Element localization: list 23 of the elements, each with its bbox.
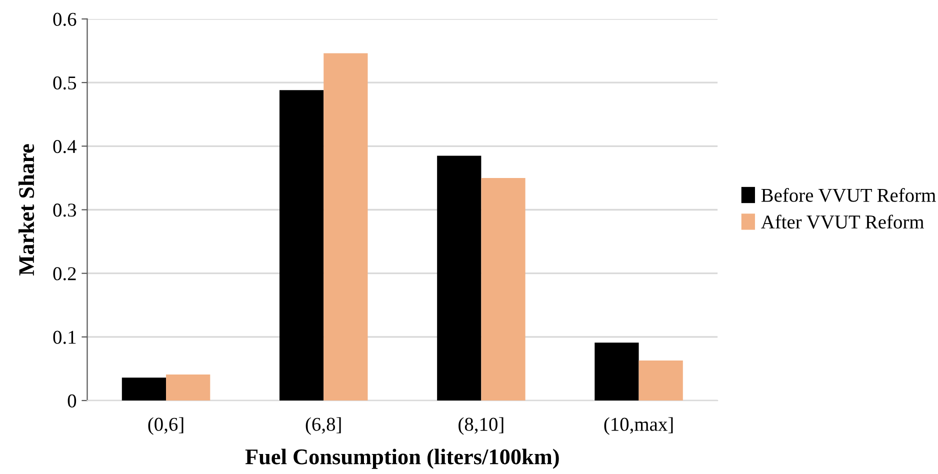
- bar: [594, 342, 639, 401]
- y-tick-label: 0.6: [53, 12, 76, 26]
- x-tick-label: (8,10]: [458, 417, 504, 435]
- x-tick-label: (10,max]: [604, 417, 673, 435]
- bar: [279, 90, 324, 401]
- y-tick-label: 0.5: [53, 76, 76, 90]
- y-tick-label: 0.2: [53, 267, 76, 280]
- bar: [122, 378, 166, 401]
- bar: [437, 156, 482, 401]
- y-tick-label: 0: [68, 394, 76, 408]
- bar: [481, 178, 526, 401]
- bar: [324, 53, 368, 401]
- x-tick-label: (6,8]: [306, 417, 341, 435]
- y-axis-title: Market Share: [18, 144, 34, 276]
- bar: [166, 374, 210, 401]
- legend-label: Before VVUT Reform: [761, 188, 936, 202]
- x-axis-title: Fuel Consumption (liters/100km): [245, 448, 559, 469]
- bar: [638, 360, 683, 401]
- y-tick-label: 0.4: [53, 140, 77, 154]
- legend-label: After VVUT Reform: [761, 214, 924, 229]
- y-tick-label: 0.1: [53, 330, 76, 344]
- y-tick-label: 0.3: [53, 204, 76, 217]
- x-tick-label: (0,6]: [148, 417, 184, 435]
